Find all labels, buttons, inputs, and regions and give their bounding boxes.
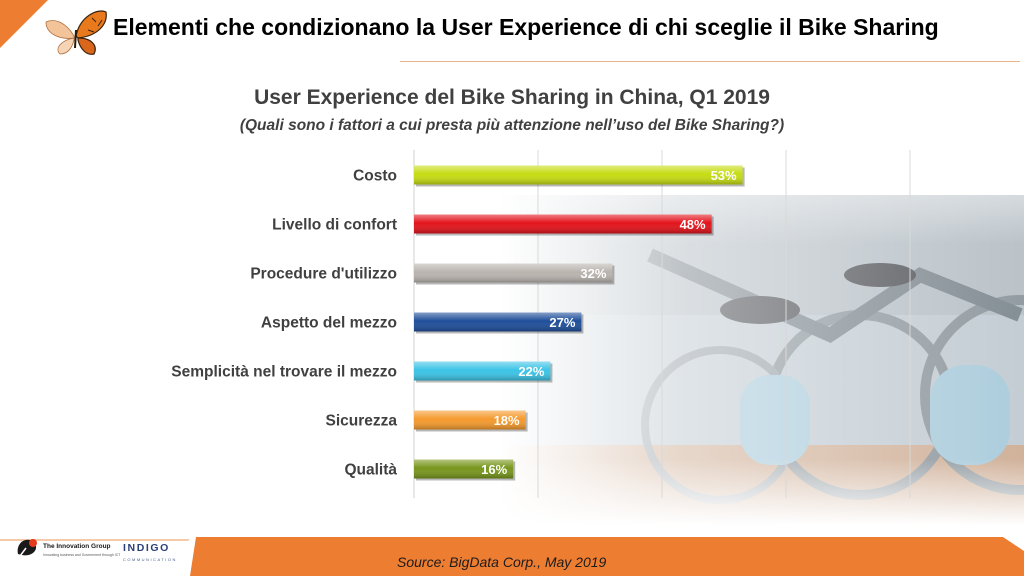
chart-subtitle: (Quali sono i fattori a cui presta più a… bbox=[239, 117, 785, 134]
bike-background-photo bbox=[500, 195, 1024, 525]
category-label: Aspetto del mezzo bbox=[261, 315, 397, 332]
value-label: 53% bbox=[711, 168, 737, 183]
category-label: Costo bbox=[353, 168, 397, 185]
bar bbox=[414, 312, 584, 334]
indigo-logo-name: INDIGO bbox=[123, 542, 170, 554]
value-label: 48% bbox=[680, 217, 706, 232]
bar-gloss bbox=[414, 214, 712, 234]
category-label: Sicurezza bbox=[325, 413, 397, 430]
source-note: Source: BigData Corp., May 2019 bbox=[397, 554, 607, 570]
value-label: 16% bbox=[481, 462, 507, 477]
value-label: 32% bbox=[580, 266, 606, 281]
category-label: Qualità bbox=[344, 462, 397, 479]
innovation-group-logo-icon bbox=[17, 539, 37, 557]
value-label: 22% bbox=[518, 364, 544, 379]
bar bbox=[414, 263, 615, 285]
bar-gloss bbox=[414, 165, 743, 185]
category-label: Livello di confort bbox=[272, 217, 397, 234]
footer-accent-band bbox=[0, 535, 1024, 576]
innovation-group-tagline: Innovating business and Government throu… bbox=[43, 553, 121, 557]
bar bbox=[414, 165, 745, 187]
chart-title: User Experience del Bike Sharing in Chin… bbox=[254, 86, 770, 109]
bar-gloss bbox=[414, 312, 582, 332]
indigo-logo-tagline: COMMUNICATION bbox=[123, 557, 177, 562]
bar-gloss bbox=[414, 459, 514, 479]
category-label: Semplicità nel trovare il mezzo bbox=[171, 364, 397, 381]
value-label: 27% bbox=[549, 315, 575, 330]
bar bbox=[414, 214, 714, 236]
bar bbox=[414, 459, 516, 481]
value-label: 18% bbox=[494, 413, 520, 428]
butterfly-logo-icon bbox=[45, 10, 107, 55]
category-label: Procedure d'utilizzo bbox=[250, 266, 397, 283]
bar bbox=[414, 361, 553, 383]
header-accent-wedge bbox=[0, 0, 48, 48]
bar bbox=[414, 410, 528, 432]
title-divider bbox=[400, 61, 1020, 62]
bar-gloss bbox=[414, 361, 551, 381]
slide-title: Elementi che condizionano la User Experi… bbox=[113, 14, 939, 40]
bar-gloss bbox=[414, 263, 613, 283]
bar-gloss bbox=[414, 410, 526, 430]
innovation-group-name: The Innovation Group bbox=[43, 543, 111, 550]
